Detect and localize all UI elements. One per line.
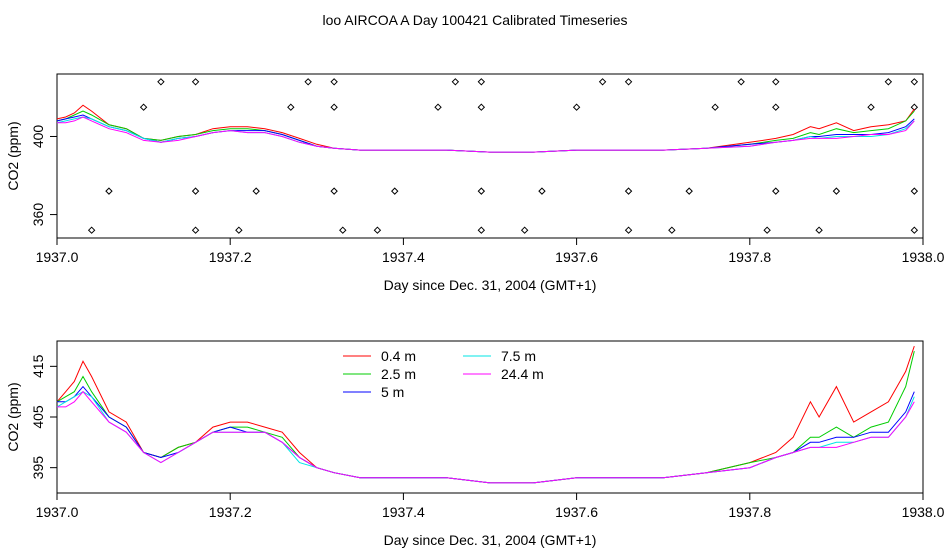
top-marker-point (668, 226, 676, 234)
bottom-x-axis-label: Day since Dec. 31, 2004 (GMT+1) (384, 532, 597, 548)
top-marker-point (191, 226, 200, 234)
top-x-tick-label: 1937.0 (36, 249, 79, 265)
top-y-axis-label: CO2 (ppm) (5, 121, 21, 190)
top-marker-point (477, 78, 486, 86)
bottom-y-tick-label: 415 (30, 354, 46, 378)
top-marker-point (624, 187, 633, 195)
top-marker-point (538, 187, 546, 195)
top-marker-point (910, 226, 919, 234)
top-marker-point (624, 78, 633, 86)
top-x-tick-label: 1937.8 (728, 249, 771, 265)
bottom-y-axis-label: CO2 (ppm) (5, 382, 21, 451)
top-marker-point (477, 226, 486, 234)
top-marker-point (477, 103, 486, 111)
bottom-series-line-0-4-m (56, 345, 915, 484)
top-marker-point (624, 226, 633, 234)
top-marker-point (235, 226, 243, 234)
top-series-line-24-4-m (57, 116, 915, 153)
bottom-x-tick-label: 1938.0 (902, 504, 945, 520)
bottom-x-tick-label: 1937.0 (36, 504, 79, 520)
top-marker-point (330, 187, 338, 195)
bottom-x-tick-label: 1937.4 (382, 504, 425, 520)
top-marker-point (772, 103, 780, 111)
top-marker-point (772, 187, 780, 195)
top-marker-point (451, 78, 460, 86)
top-marker-point (737, 78, 745, 86)
top-marker-point (87, 226, 96, 234)
legend-label: 0.4 m (381, 348, 416, 364)
top-x-tick-label: 1937.2 (209, 249, 252, 265)
bottom-x-tick-label: 1937.8 (728, 504, 771, 520)
bottom-series-line-5-m (57, 385, 915, 484)
bottom-x-tick-label: 1937.6 (555, 504, 598, 520)
bottom-series-line-7-5-m (56, 391, 915, 484)
figure-title: loo AIRCOA A Day 100421 Calibrated Times… (322, 12, 627, 28)
top-marker-point (598, 78, 607, 86)
top-series-line-7-5-m (56, 116, 915, 153)
bottom-plot-frame (56, 340, 924, 494)
top-marker-point (157, 78, 165, 86)
top-marker-point (685, 187, 693, 195)
top-marker-point (105, 187, 113, 195)
top-series-line-0-4-m (56, 104, 915, 153)
top-x-tick-label: 1937.4 (382, 249, 425, 265)
top-marker-point (139, 103, 148, 111)
top-y-tick-label: 400 (30, 125, 46, 149)
top-marker-point (191, 78, 200, 86)
bottom-series-line-24-4-m (57, 390, 915, 484)
top-marker-point (304, 78, 312, 86)
top-x-axis-label: Day since Dec. 31, 2004 (GMT+1) (384, 277, 597, 293)
bottom-series-line-2-5-m (56, 350, 915, 484)
top-marker-point (373, 226, 382, 234)
top-marker-point (391, 187, 399, 195)
top-marker-point (287, 103, 295, 111)
top-series-line-2-5-m (56, 110, 915, 153)
top-series-line-5-m (56, 114, 915, 153)
top-marker-point (763, 226, 771, 234)
top-marker-point (832, 187, 841, 195)
top-x-tick-label: 1938.0 (902, 249, 945, 265)
legend-label: 7.5 m (501, 348, 536, 364)
top-panel: Day since Dec. 31, 2004 (GMT+1) CO2 (ppm… (5, 73, 945, 293)
top-marker-point (884, 78, 893, 86)
top-marker-point (434, 103, 442, 111)
legend-label: 24.4 m (501, 366, 544, 382)
bottom-y-tick-label: 405 (30, 405, 46, 429)
top-marker-point (867, 103, 875, 111)
top-plot-frame (56, 73, 924, 239)
top-marker-point (815, 226, 823, 234)
top-marker-point (772, 78, 780, 86)
bottom-panel: Day since Dec. 31, 2004 (GMT+1) CO2 (ppm… (5, 340, 945, 548)
top-marker-point (477, 187, 486, 195)
top-marker-point (252, 187, 260, 195)
top-marker-point (191, 187, 200, 195)
top-marker-point (910, 78, 919, 86)
bottom-y-tick-label: 395 (30, 456, 46, 480)
top-marker-point (330, 78, 338, 86)
top-x-tick-label: 1937.6 (555, 249, 598, 265)
top-marker-point (572, 103, 581, 111)
top-marker-point (520, 226, 529, 234)
top-marker-point (330, 103, 338, 111)
legend-label: 2.5 m (381, 366, 416, 382)
top-marker-point (910, 103, 919, 111)
top-y-tick-label: 360 (30, 203, 46, 227)
top-marker-point (910, 187, 919, 195)
top-marker-point (711, 103, 719, 111)
legend-label: 5 m (381, 384, 404, 400)
bottom-x-tick-label: 1937.2 (209, 504, 252, 520)
top-marker-point (339, 226, 347, 234)
